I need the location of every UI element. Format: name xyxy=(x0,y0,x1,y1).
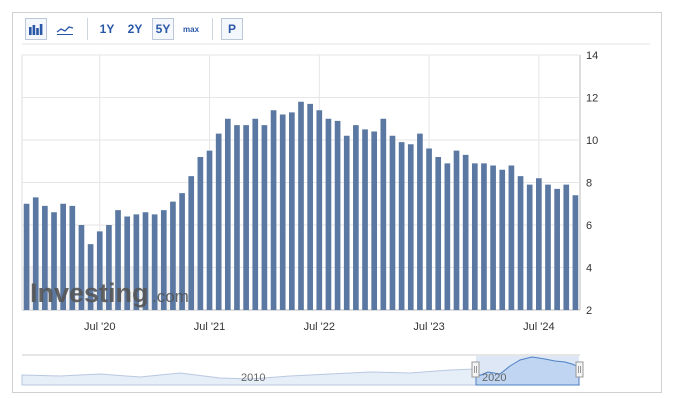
investing-watermark: Investing .com xyxy=(30,278,189,308)
bar[interactable] xyxy=(536,178,542,310)
bar[interactable] xyxy=(307,103,313,310)
bar[interactable] xyxy=(42,205,48,311)
bar[interactable] xyxy=(289,112,295,311)
bar[interactable] xyxy=(481,163,487,310)
bar[interactable] xyxy=(279,114,286,311)
bar[interactable] xyxy=(426,148,432,311)
bar[interactable] xyxy=(188,176,195,311)
bar[interactable] xyxy=(462,154,469,310)
bar[interactable] xyxy=(179,193,185,311)
bar[interactable] xyxy=(96,231,103,311)
bar[interactable] xyxy=(362,129,368,311)
navigator-right-handle[interactable] xyxy=(575,361,584,378)
bar[interactable] xyxy=(224,118,231,310)
bar[interactable] xyxy=(545,184,551,311)
bar[interactable] xyxy=(124,216,131,311)
bar[interactable] xyxy=(215,133,222,310)
navigator-selection-area xyxy=(475,356,580,386)
bar[interactable] xyxy=(23,203,30,310)
y-tick-label: 8 xyxy=(586,178,592,190)
bar[interactable] xyxy=(453,150,460,311)
bar[interactable] xyxy=(197,157,204,310)
x-tick-label: Jul '20 xyxy=(84,321,115,333)
bar[interactable] xyxy=(444,163,451,310)
bar[interactable] xyxy=(298,101,304,310)
bar[interactable] xyxy=(325,118,332,310)
y-axis: 2 4 6 8 10 12 14 xyxy=(586,50,598,317)
line-chart-icon-glyph xyxy=(56,26,74,35)
bar-chart-icon-glyph xyxy=(29,24,43,35)
range-5y-button[interactable]: 5Y xyxy=(152,18,174,40)
bar[interactable] xyxy=(261,125,268,311)
bar[interactable] xyxy=(517,176,524,311)
navigator-label-2010: 2010 xyxy=(241,372,265,384)
bar[interactable] xyxy=(353,125,359,311)
y-tick-label: 6 xyxy=(586,220,592,232)
toolbar-separator xyxy=(87,18,88,40)
x-axis: Jul '20 Jul '21 Jul '22 Jul '23 Jul '24 xyxy=(84,321,555,333)
bar[interactable] xyxy=(499,169,506,310)
bar[interactable] xyxy=(78,225,85,310)
bar[interactable] xyxy=(160,210,167,311)
bar[interactable] xyxy=(508,165,515,311)
bar[interactable] xyxy=(554,188,560,311)
bar[interactable] xyxy=(435,157,442,310)
bar[interactable] xyxy=(417,133,423,310)
bar[interactable] xyxy=(526,184,533,311)
chart-toolbar: 1Y 2Y 5Y max P xyxy=(25,17,249,41)
bar[interactable] xyxy=(407,144,414,310)
bar[interactable] xyxy=(490,165,496,311)
bar[interactable] xyxy=(380,118,387,310)
bar[interactable] xyxy=(389,135,396,310)
bar[interactable] xyxy=(87,244,94,311)
bar[interactable] xyxy=(206,150,213,311)
bar[interactable] xyxy=(471,163,478,310)
bar[interactable] xyxy=(32,197,39,311)
x-tick-label: Jul '21 xyxy=(194,321,225,333)
bar[interactable] xyxy=(151,214,158,311)
navigator: 2010 2020 xyxy=(21,354,584,386)
watermark-suffix: .com xyxy=(152,287,189,306)
toolbar-separator xyxy=(212,18,214,40)
bar[interactable] xyxy=(133,214,140,311)
y-tick-label: 10 xyxy=(586,135,598,147)
bar[interactable] xyxy=(371,131,378,311)
pin-button[interactable]: P xyxy=(221,18,244,40)
x-tick-label: Jul '23 xyxy=(413,321,444,333)
bar[interactable] xyxy=(316,110,323,310)
range-2y-button[interactable]: 2Y xyxy=(127,22,143,36)
y-tick-label: 12 xyxy=(586,93,598,105)
navigator-label-2020: 2020 xyxy=(482,372,506,384)
y-tick-label: 4 xyxy=(586,263,592,275)
chart-bars xyxy=(23,101,579,311)
y-tick-label: 2 xyxy=(586,305,592,317)
bar[interactable] xyxy=(115,210,121,311)
bar-chart-icon[interactable] xyxy=(25,18,47,40)
line-chart-icon[interactable] xyxy=(53,18,77,40)
bar[interactable] xyxy=(398,142,405,311)
bar[interactable] xyxy=(334,120,341,311)
bar[interactable] xyxy=(69,205,76,311)
range-1y-button[interactable]: 1Y xyxy=(99,22,115,36)
x-tick-label: Jul '24 xyxy=(523,321,554,333)
bar[interactable] xyxy=(60,203,66,310)
bar[interactable] xyxy=(243,125,249,311)
bar[interactable] xyxy=(252,118,259,310)
navigator-left-handle[interactable] xyxy=(471,361,480,378)
watermark-brand: Investing xyxy=(30,278,149,308)
bar[interactable] xyxy=(170,201,176,311)
bar[interactable] xyxy=(234,125,240,311)
bar[interactable] xyxy=(106,225,112,310)
bar[interactable] xyxy=(142,212,149,310)
x-tick-label: Jul '22 xyxy=(304,321,335,333)
bar[interactable] xyxy=(343,135,350,310)
y-tick-label: 14 xyxy=(586,50,598,62)
bar[interactable] xyxy=(51,212,57,310)
range-max-button[interactable]: max xyxy=(183,24,200,34)
bar[interactable] xyxy=(572,195,579,310)
bar[interactable] xyxy=(270,110,277,310)
bar[interactable] xyxy=(563,184,570,311)
